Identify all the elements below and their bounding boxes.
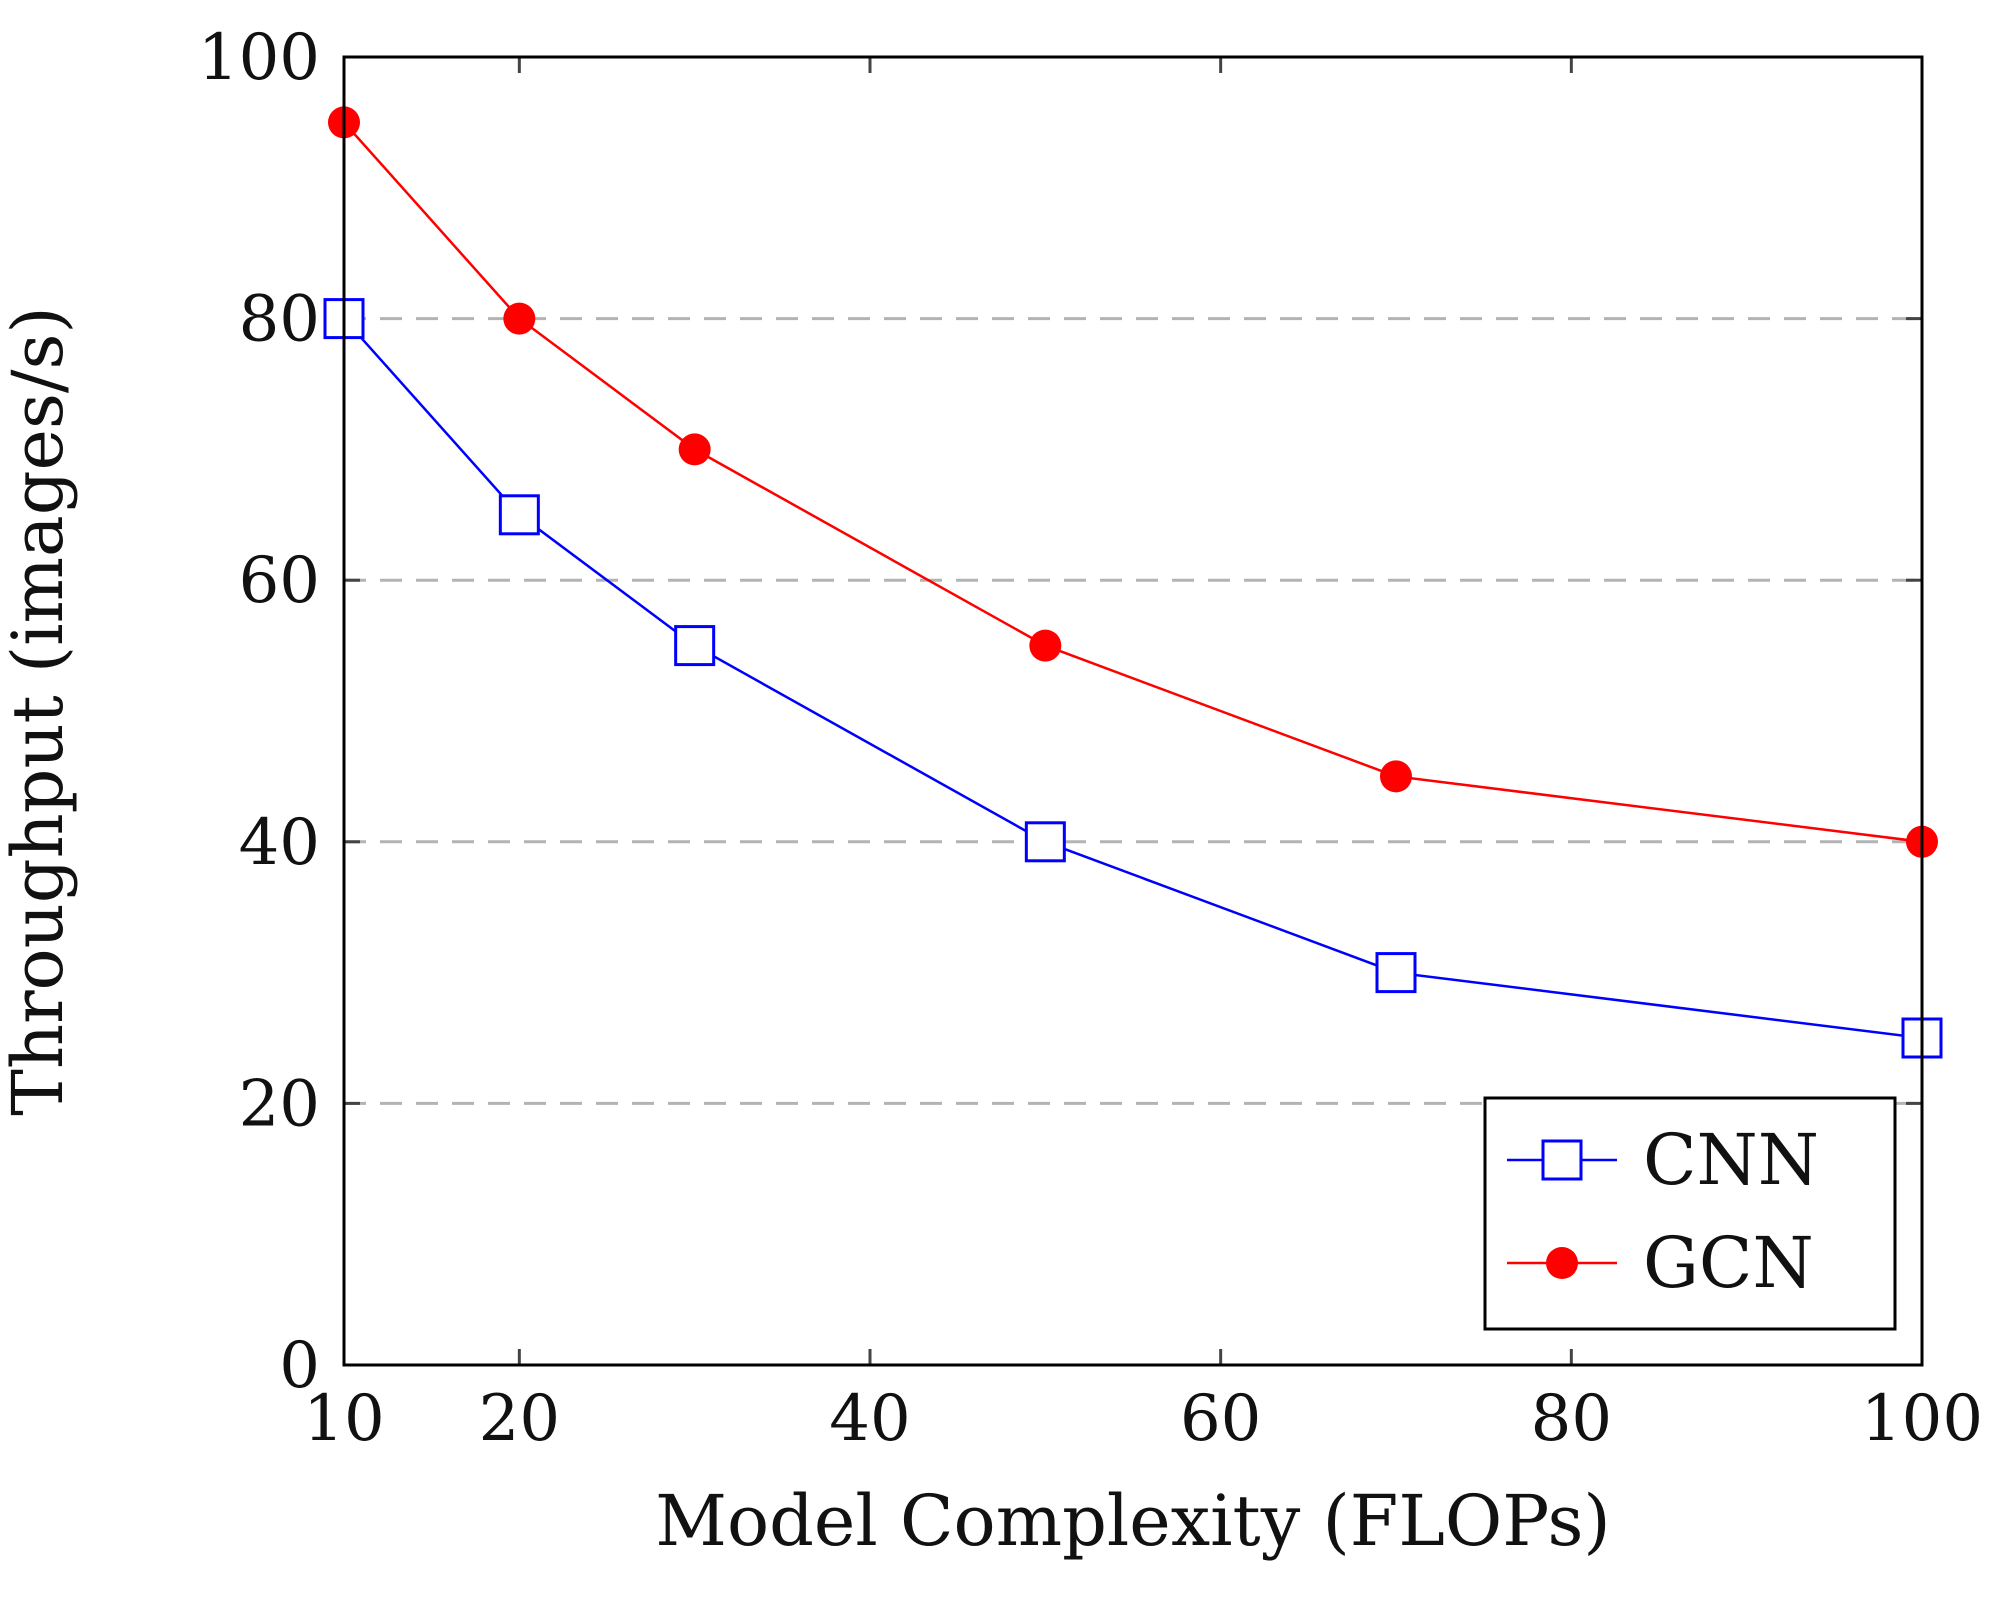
data-point-gcn-20 [503,302,536,335]
series-line-gcn [343,121,1923,844]
y-axis-title: Throughput (images/s) [0,306,79,1115]
legend-label-gcn: GCN [1643,1222,1814,1304]
plot-frame [342,55,1924,1367]
legend-box [1483,1096,1897,1331]
data-point-gcn-50 [1029,629,1062,662]
data-point-cnn-70 [1375,952,1417,994]
x-tick-label-60: 60 [1180,1382,1261,1456]
legend-label-cnn: CNN [1643,1119,1819,1201]
x-tick-label-10: 10 [303,1382,384,1456]
x-tick-label-80: 80 [1531,1382,1612,1456]
data-point-cnn-20 [498,494,540,536]
legend-marker-cnn [1541,1139,1583,1181]
y-tick-label-60: 60 [239,544,320,618]
y-tick-label-40: 40 [239,806,320,880]
x-tick-label-20: 20 [479,1382,560,1456]
x-tick-label-100: 100 [1861,1382,1983,1456]
y-tick-label-20: 20 [239,1067,320,1141]
y-tick-label-80: 80 [239,283,320,357]
tick-labels: 10 20 40 60 80 100 0 20 40 60 80 100 [198,21,1983,1456]
y-tick-label-100: 100 [198,21,320,95]
series-line-cnn [343,317,1923,1040]
data-point-cnn-50 [1024,821,1066,863]
grid-lines [344,317,1922,1105]
legend-entry-cnn: CNN [1507,1119,1819,1201]
x-tick-label-40: 40 [829,1382,910,1456]
legend-entry-gcn: GCN [1507,1222,1814,1304]
x-axis-title: Model Complexity (FLOPs) [655,1480,1610,1562]
series-gcn [328,106,1938,858]
data-point-gcn-30 [678,433,711,466]
y-tick-label-0: 0 [279,1329,320,1403]
legend: CNN GCN [1483,1096,1897,1331]
data-point-gcn-70 [1380,760,1412,793]
data-point-cnn-30 [674,625,716,667]
legend-marker-gcn [1546,1247,1578,1279]
